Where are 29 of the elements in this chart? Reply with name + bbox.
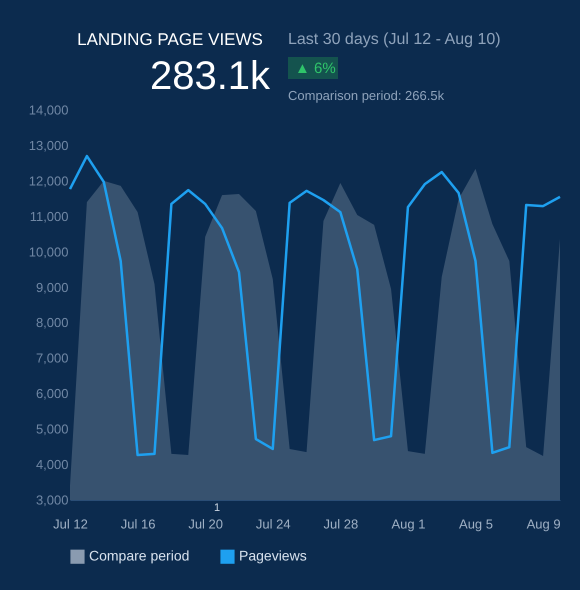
y-tick-label: 5,000	[36, 422, 68, 437]
text: 283.1k	[150, 54, 272, 98]
x-tick-label: Jul 28	[323, 516, 358, 532]
y-tick-label: 12,000	[28, 173, 68, 188]
text: ▲ 6%	[295, 60, 336, 77]
y-tick-label: 8,000	[36, 315, 68, 330]
x-tick-label: Jul 24	[256, 516, 291, 532]
legend-label: Compare period	[89, 548, 190, 564]
x-tick-label: Jul 12	[53, 516, 88, 532]
x-tick-label: Aug 9	[526, 516, 561, 532]
x-tick-label: Jul 16	[120, 516, 156, 532]
y-tick-label: 10,000	[28, 244, 68, 260]
y-tick-label: 4,000	[36, 457, 68, 472]
chart-subtitle: Last 30 days (Jul 12 - Aug 10)	[288, 31, 501, 48]
x-tick-label: Aug 1	[391, 516, 426, 532]
y-tick-label: 13,000	[28, 138, 68, 153]
x-tick-label: Aug 5	[459, 516, 494, 532]
text: Comparison period: 266.5k	[288, 88, 445, 103]
line-series	[68, 154, 562, 456]
y-tick-label: 11,000	[30, 208, 68, 224]
y-tick-label: 7,000	[36, 350, 68, 366]
text: 1	[214, 502, 220, 514]
x-tick-label: Jul 20	[188, 516, 224, 532]
y-tick-label: 9,000	[36, 280, 68, 295]
y-tick-label: 14,000	[28, 102, 68, 118]
y-tick-label: 6,000	[36, 386, 68, 402]
chart-title: LANDING PAGE VIEWS	[77, 30, 263, 49]
legend-label: Pageviews	[239, 548, 307, 564]
y-tick-label: 3,000	[36, 492, 68, 508]
